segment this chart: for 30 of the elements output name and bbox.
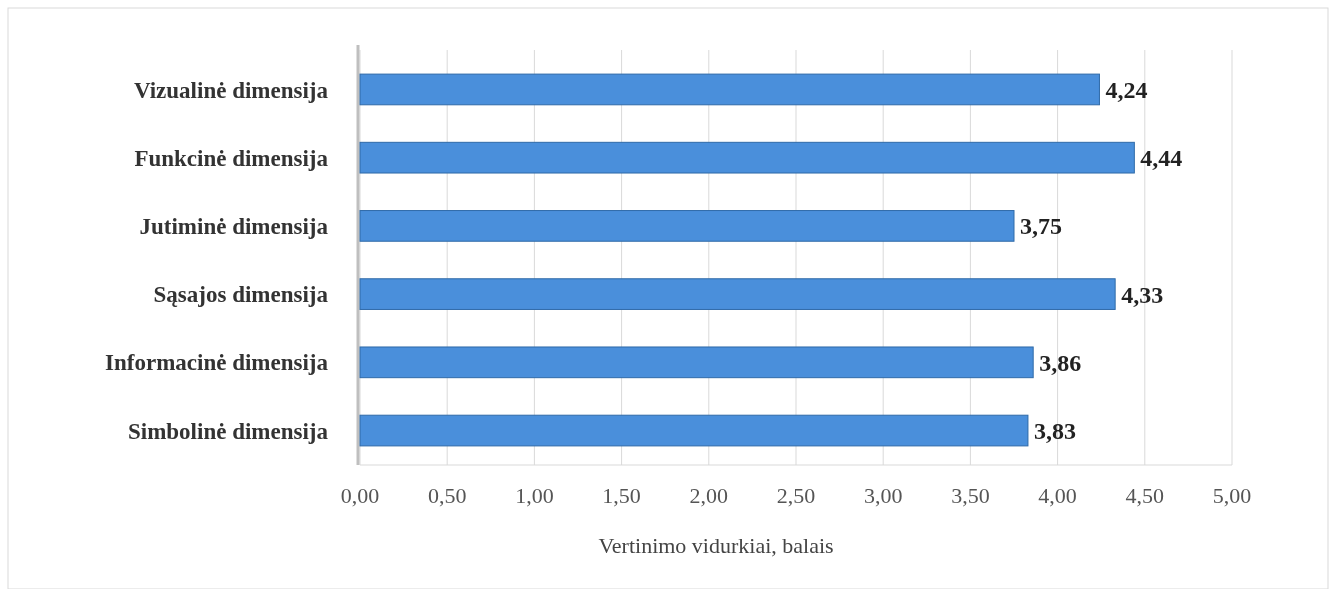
x-tick-label: 2,00 [689,483,729,508]
bar [359,414,1029,447]
bar [359,278,1116,310]
y-tick-label: Funkcinė dimensija [134,145,329,171]
bar [359,210,1015,242]
y-tick-label: Simbolinė dimensija [127,418,329,444]
x-tick-label: 4,00 [1038,483,1077,508]
x-axis-title: Vertinimo vidurkiai, balais [598,533,834,558]
x-tick-label: 4,50 [1125,483,1165,508]
x-tick-label: 5,00 [1212,483,1252,508]
x-tick-label: 2,50 [776,483,816,508]
y-tick-label: Informacinė dimensija [105,350,329,376]
data-label: 4,44 [1140,145,1183,172]
x-tick-label: 0,50 [427,483,467,508]
data-label: 3,83 [1033,417,1076,444]
y-tick-label: Vizualinė dimensija [133,77,329,103]
bar [359,141,1135,174]
data-label: 4,33 [1121,281,1164,308]
x-tick-label: 1,50 [602,483,641,508]
x-tick-label: 3,50 [951,483,990,508]
data-label: 4,24 [1105,76,1148,103]
bar [359,346,1034,379]
x-tick-label: 1,00 [515,483,554,508]
data-label: 3,75 [1020,213,1062,240]
data-label: 3,86 [1039,349,1082,376]
x-tick-label: 3,00 [863,483,903,508]
y-tick-label: Jutiminė dimensija [139,213,329,239]
bar [359,73,1100,106]
x-tick-label: 0,00 [340,483,380,508]
y-tick-label: Sąsajos dimensija [153,282,329,308]
